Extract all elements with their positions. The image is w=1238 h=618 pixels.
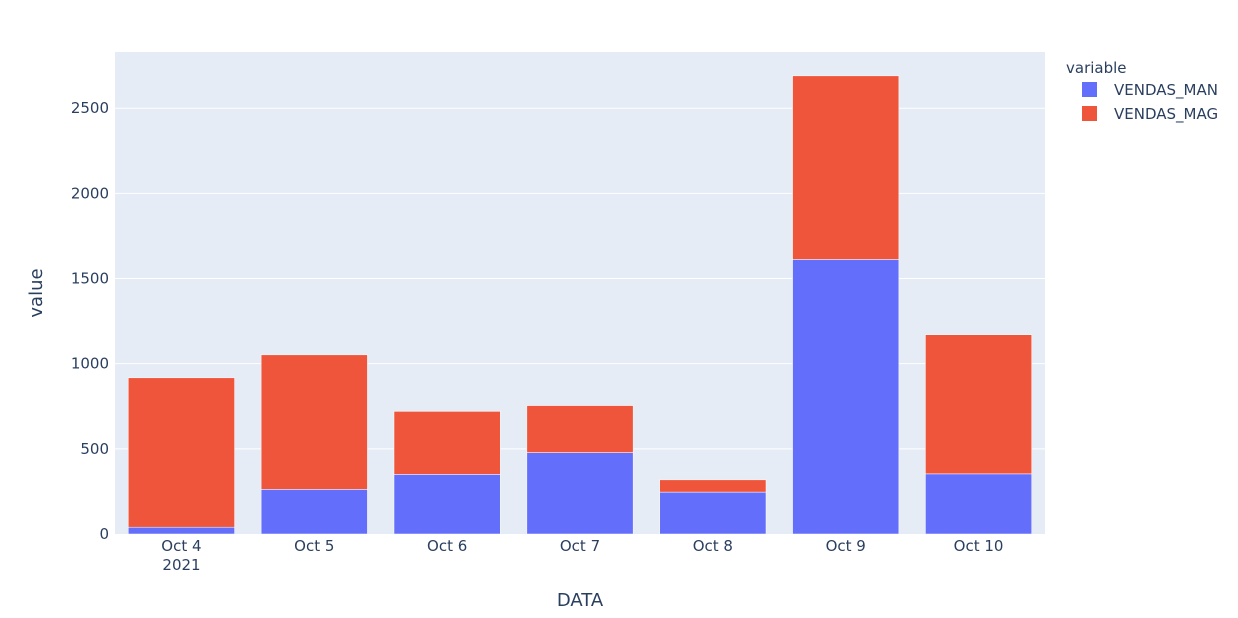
bar-vendas-man[interactable] (260, 489, 368, 535)
legend-swatch[interactable] (1082, 106, 1097, 121)
bar-vendas-man[interactable] (925, 473, 1032, 535)
x-axis-title: DATA (557, 590, 604, 611)
x-tick-labels: Oct 4 Oct 5 Oct 6 Oct 7 Oct 8 Oct 9 Oct 10 (161, 537, 1003, 555)
x-tick-label: Oct 9 (826, 537, 866, 555)
bar-vendas-man[interactable] (792, 259, 900, 535)
x-year-label: 2021 (162, 556, 200, 574)
x-tick-label: Oct 4 (161, 537, 201, 555)
y-tick-label: 0 (99, 525, 109, 543)
legend-item-label[interactable]: VENDAS_MAN (1114, 81, 1218, 100)
y-tick-label: 2000 (71, 184, 109, 202)
bar-vendas-mag[interactable] (128, 377, 235, 528)
y-tick-label: 500 (80, 440, 109, 458)
y-axis-title: value (26, 268, 47, 317)
bar-vendas-mag[interactable] (925, 334, 1032, 475)
bar-vendas-man[interactable] (659, 491, 767, 535)
legend-swatch[interactable] (1082, 82, 1097, 97)
y-tick-label: 1000 (71, 355, 109, 373)
bars-group (128, 75, 1032, 535)
bar-vendas-mag[interactable] (260, 354, 368, 490)
legend[interactable]: variable VENDAS_MAN VENDAS_MAG (1066, 59, 1218, 124)
x-tick-label: Oct 7 (560, 537, 600, 555)
legend-title: variable (1066, 59, 1127, 77)
bar-vendas-man[interactable] (128, 526, 235, 535)
x-tick-label: Oct 5 (294, 537, 334, 555)
x-tick-label: Oct 10 (954, 537, 1004, 555)
x-tick-label: Oct 8 (693, 537, 733, 555)
y-tick-label: 2500 (71, 99, 109, 117)
y-tick-labels: 0 500 1000 1500 2000 2500 (71, 99, 109, 543)
legend-item-label[interactable]: VENDAS_MAG (1114, 105, 1218, 124)
bar-vendas-man[interactable] (393, 474, 501, 535)
bar-vendas-mag[interactable] (659, 479, 767, 493)
bar-vendas-mag[interactable] (393, 411, 501, 475)
bar-vendas-man[interactable] (526, 452, 634, 535)
y-tick-label: 1500 (71, 270, 109, 288)
x-tick-label: Oct 6 (427, 537, 467, 555)
bar-vendas-mag[interactable] (792, 75, 900, 260)
bar-vendas-mag[interactable] (526, 405, 634, 453)
